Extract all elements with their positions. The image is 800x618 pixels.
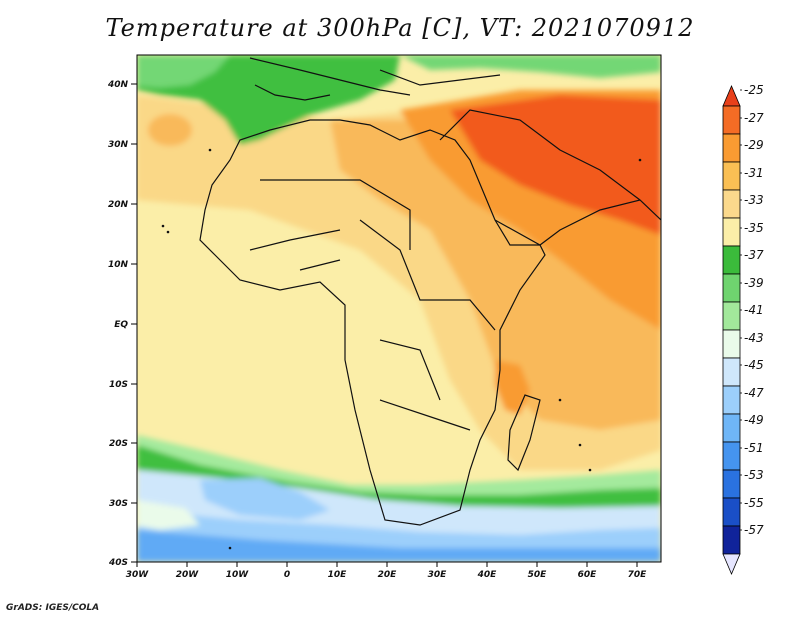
chart-title: Temperature at 300hPa [C], VT: 202107091…	[105, 14, 695, 42]
colorbar-label: -25	[744, 83, 764, 97]
colorbar-swatch	[722, 105, 741, 135]
colorbar-swatch	[722, 469, 741, 499]
lon-label-50e: 50E	[528, 570, 548, 580]
credit-text: GrADS: IGES/COLA	[6, 603, 100, 613]
colorbar-bottom-arrow	[722, 553, 741, 576]
lat-label-40s: 40S	[108, 558, 128, 568]
map-frame	[136, 54, 662, 563]
colorbar-label: -33	[744, 193, 764, 207]
colorbar-label: -29	[744, 138, 764, 152]
colorbar-swatch	[722, 357, 741, 387]
colorbar-swatch	[722, 329, 741, 359]
lon-label-30w: 30W	[126, 570, 150, 580]
colorbar-swatch	[722, 189, 741, 219]
colorbar-label: -47	[744, 386, 764, 400]
colorbar-swatch	[722, 441, 741, 471]
lat-label-eq: EQ	[114, 320, 128, 330]
lat-label-10n: 10N	[108, 260, 129, 270]
lon-label-60e: 60E	[578, 570, 598, 580]
lat-label-40n: 40N	[107, 80, 129, 90]
lat-label-30s: 30S	[109, 499, 128, 509]
colorbar-swatch	[722, 161, 741, 191]
latitude-axis: 40N 30N 20N 10N EQ 10S 20S 30S 40S	[107, 80, 137, 568]
lon-label-10e: 10E	[328, 570, 348, 580]
longitude-axis: 30W 20W 10W 0 10E 20E 30E 40E 50E 60E 70…	[126, 562, 647, 580]
colorbar-label: -49	[744, 413, 764, 427]
coastlines	[199, 57, 661, 526]
colorbar-label: -27	[744, 111, 764, 125]
island-dots	[161, 148, 642, 550]
lon-label-0: 0	[284, 570, 290, 580]
colorbar-label: -55	[744, 496, 764, 510]
lon-label-20e: 20E	[378, 570, 398, 580]
colorbar-label: -43	[744, 331, 764, 345]
colorbar-swatch	[722, 273, 741, 303]
colorbar-label: -53	[744, 468, 764, 482]
colorbar-swatch	[722, 413, 741, 443]
colorbar-label: -39	[744, 276, 764, 290]
colorbar-swatch	[722, 301, 741, 331]
colorbar-top-arrow	[722, 84, 741, 107]
colorbar-label: -37	[744, 248, 764, 262]
colorbar: -25 -27 -29 -31 -33 -35 -37 -39 -41 -43 -45 -47 -49 -…	[722, 83, 764, 576]
lat-label-20s: 20S	[109, 439, 128, 449]
lat-label-30n: 30N	[108, 140, 129, 150]
colorbar-label: -51	[744, 441, 764, 455]
colorbar-label: -45	[744, 358, 764, 372]
lon-label-30e: 30E	[428, 570, 448, 580]
colorbar-swatch	[722, 133, 741, 163]
colorbar-label: -35	[744, 221, 764, 235]
lat-label-20n: 20N	[108, 200, 129, 210]
colorbar-swatch	[722, 245, 741, 275]
lon-label-70e: 70E	[628, 570, 648, 580]
colorbar-swatch	[722, 525, 741, 555]
colorbar-label: -57	[744, 523, 764, 537]
colorbar-label: -31	[744, 166, 764, 180]
colorbar-swatch	[722, 385, 741, 415]
lon-label-40e: 40E	[477, 570, 498, 580]
lon-label-10w: 10W	[226, 570, 250, 580]
lon-label-20w: 20W	[176, 570, 200, 580]
lat-label-10s: 10S	[109, 380, 128, 390]
colorbar-label: -41	[744, 303, 764, 317]
colorbar-swatch	[722, 217, 741, 247]
temperature-field	[137, 55, 661, 562]
colorbar-swatch	[722, 497, 741, 527]
